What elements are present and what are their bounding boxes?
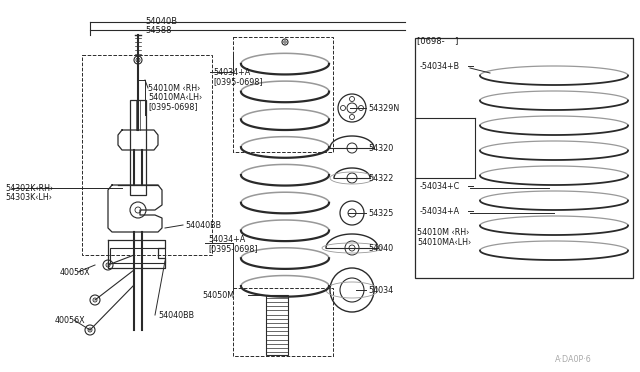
Text: 54040BB: 54040BB [158,311,194,320]
Text: 54040B: 54040B [145,17,177,26]
Text: 54320: 54320 [368,144,393,153]
Text: 54325: 54325 [368,209,394,218]
Text: 40056X: 40056X [55,316,86,325]
Bar [233,37,333,152]
Text: 54040BB: 54040BB [185,221,221,230]
Text: [0395-0698]: [0395-0698] [148,102,198,111]
Text: [0395-0698]: [0395-0698] [208,244,258,253]
Bar [130,100,146,195]
Bar [266,295,288,355]
Bar [233,288,333,356]
Text: 54010M ‹RH›: 54010M ‹RH› [417,228,469,237]
Text: 54322: 54322 [368,174,394,183]
Text: 54040: 54040 [368,244,393,253]
Text: 40056X: 40056X [60,268,91,277]
Text: -54034+C: -54034+C [420,182,460,191]
Text: 54010MA‹LH›: 54010MA‹LH› [148,93,202,102]
Text: 54034+A: 54034+A [213,68,250,77]
Text: 54010MA‹LH›: 54010MA‹LH› [417,238,471,247]
Text: 54302K‹RH›: 54302K‹RH› [5,184,53,193]
Text: 54303K‹LH›: 54303K‹LH› [5,193,52,202]
Text: 54034+A: 54034+A [208,235,245,244]
Text: 54050M: 54050M [202,291,234,300]
Text: [0395-0698]: [0395-0698] [213,77,262,86]
Text: [0698-    ]: [0698- ] [417,36,458,45]
Bar [415,38,633,278]
Text: 54034: 54034 [368,286,393,295]
Text: 54329N: 54329N [368,104,399,113]
Bar [82,55,212,255]
Text: A·DA0P·6: A·DA0P·6 [555,355,592,364]
Text: 54010M ‹RH›: 54010M ‹RH› [148,84,200,93]
Text: -54034+B: -54034+B [420,62,460,71]
Text: -54034+A: -54034+A [420,207,460,216]
Text: 54588: 54588 [145,26,172,35]
Bar [110,248,165,263]
